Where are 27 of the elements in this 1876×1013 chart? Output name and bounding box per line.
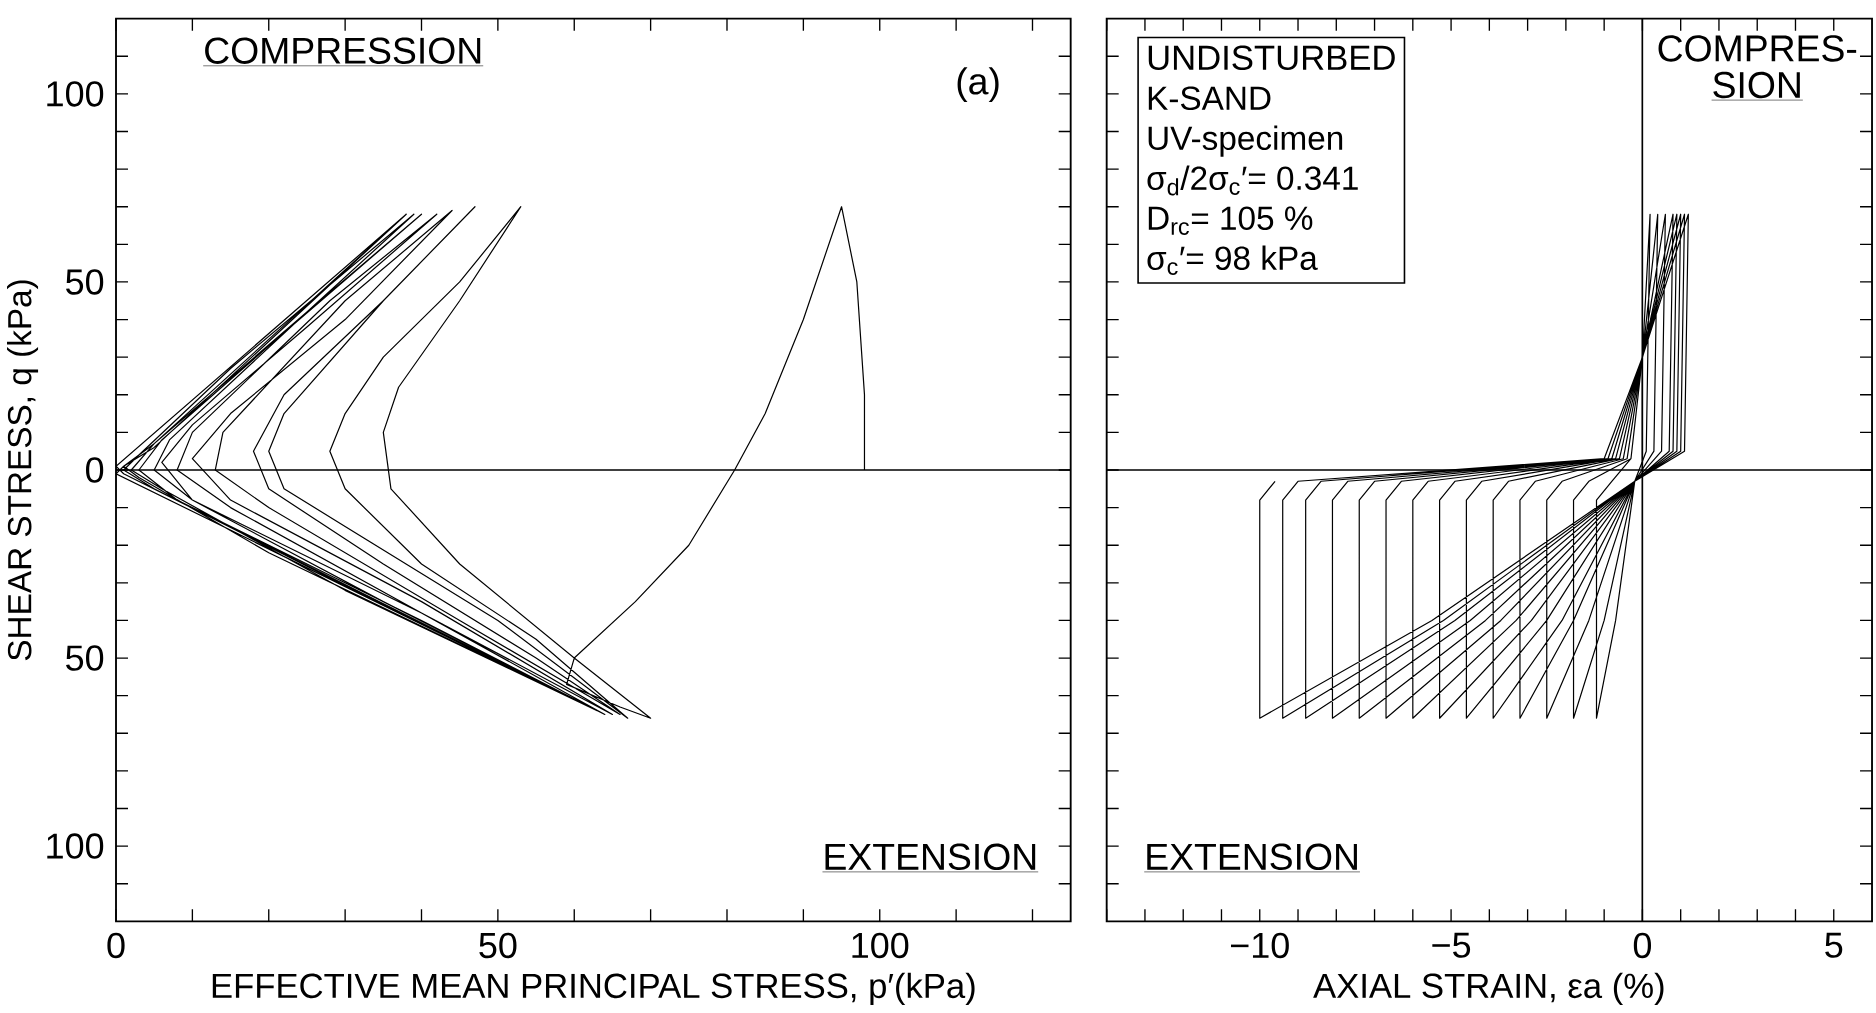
y-tick-label: 100 [47,833,104,859]
x-tick-label: 5 [1825,932,1843,958]
x-tick-label: −5 [1432,932,1471,958]
annotation: EXTENSION [1147,843,1357,870]
annotation: SION [1713,71,1800,99]
annotation: (a) [957,67,999,102]
annotation: UNDISTURBED [1148,45,1395,70]
x-tick-label: −10 [1230,932,1289,959]
y-tick-label: 100 [47,80,104,107]
y-tick-label: 50 [66,645,104,671]
x-tick-label: 100 [852,932,909,959]
x-tick-label: 0 [107,932,125,959]
y-tick-label: 50 [66,269,104,295]
y-axis-title: SHEAR STRESS, q (kPa) [7,280,39,661]
x-tick-label: 0 [1633,932,1652,959]
annotation: EXTENSION [825,843,1036,870]
y-tick-label: 0 [86,457,104,483]
annotation: D$_{rc}$= 105 % [1148,206,1313,235]
annotation: COMPRESSION [205,37,481,64]
annotation: COMPRES- [1658,35,1857,62]
x-axis-title: AXIAL STRAIN, εa (%) [1313,972,1664,1005]
annotation: K-SAND [1148,86,1271,110]
x-axis-title: EFFECTIVE MEAN PRINCIPAL STRESS, p′(kPa) [212,972,975,1005]
annotation: UV-specimen [1148,125,1343,157]
annotation: σ$_{c}$′= 98 kPa [1147,245,1318,275]
x-tick-label: 50 [479,932,517,959]
annotation: σ$_{d}$/2σ$_{c}$′= 0.341 [1147,165,1358,196]
